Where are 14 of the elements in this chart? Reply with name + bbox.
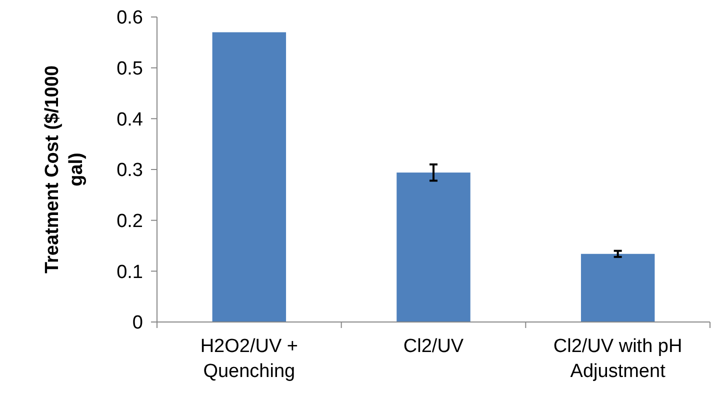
y-tick-label: 0.5 bbox=[116, 58, 143, 80]
y-axis-title: Treatment Cost ($/1000 gal) bbox=[42, 65, 87, 274]
y-tick-label: 0.6 bbox=[116, 8, 143, 29]
y-tick-label: 0 bbox=[132, 312, 143, 334]
y-tick-label: 0.3 bbox=[116, 160, 143, 182]
x-tick-label: H2O2/UV + Quenching bbox=[200, 336, 298, 382]
x-tick-label: Cl2/UV bbox=[403, 336, 464, 357]
bar bbox=[396, 172, 470, 322]
y-tick-label: 0.1 bbox=[116, 262, 143, 283]
y-tick-label: 0.2 bbox=[116, 210, 143, 232]
bar bbox=[580, 254, 655, 322]
bar bbox=[212, 32, 286, 322]
x-tick-label: Cl2/UV with pH Adjustment bbox=[553, 336, 682, 382]
y-tick-label: 0.4 bbox=[116, 109, 144, 130]
